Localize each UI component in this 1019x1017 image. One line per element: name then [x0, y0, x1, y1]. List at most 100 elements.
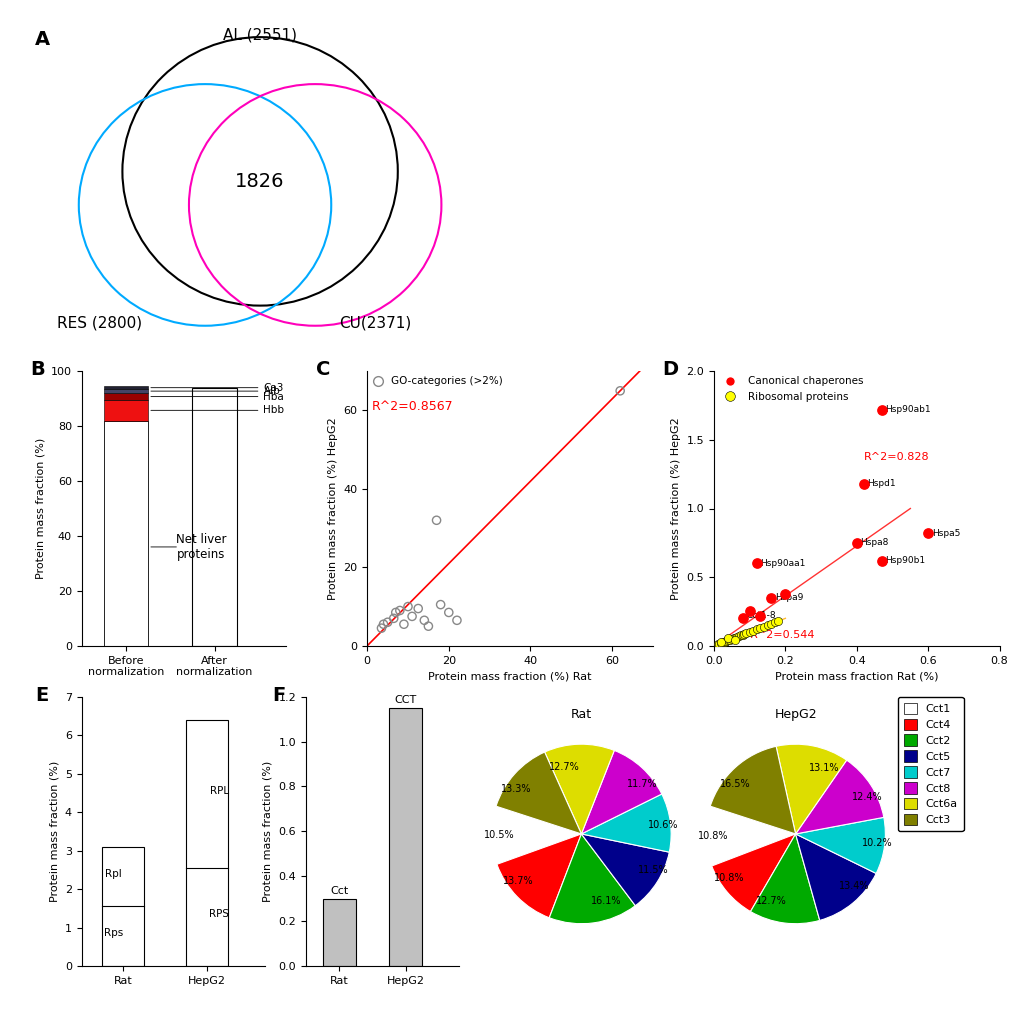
Point: [379, 614, 395, 631]
Bar: [185, 720, 227, 966]
Wedge shape: [581, 794, 671, 852]
Wedge shape: [750, 834, 819, 923]
Bar: [389, 708, 422, 966]
Point: [440, 604, 457, 620]
Wedge shape: [775, 744, 846, 834]
Point: [762, 590, 779, 606]
Text: 12.7%: 12.7%: [548, 762, 579, 772]
Point: [736, 626, 752, 643]
Point: [748, 621, 764, 638]
Text: Hspa5: Hspa5: [931, 529, 959, 538]
Wedge shape: [795, 818, 884, 874]
Point: [741, 623, 757, 641]
Point: [732, 627, 748, 644]
Point: [714, 635, 731, 651]
Text: 10.8%: 10.8%: [697, 831, 728, 841]
Point: [399, 598, 416, 614]
Y-axis label: Protein mass fraction (%): Protein mass fraction (%): [36, 438, 45, 579]
Text: D: D: [662, 360, 678, 379]
Point: [375, 616, 391, 633]
Point: [919, 525, 935, 541]
Text: 10.8%: 10.8%: [713, 873, 744, 883]
Point: [719, 630, 736, 646]
Wedge shape: [795, 834, 875, 920]
Point: [715, 634, 732, 650]
Wedge shape: [581, 751, 661, 834]
Point: [395, 616, 412, 633]
Y-axis label: Protein mass fraction (%) HepG2: Protein mass fraction (%) HepG2: [671, 417, 681, 600]
Point: [428, 513, 444, 529]
Point: [872, 402, 889, 418]
Bar: [104, 394, 148, 400]
Text: R^2=0.828: R^2=0.828: [863, 453, 928, 463]
Text: 10.6%: 10.6%: [647, 821, 678, 830]
Wedge shape: [705, 806, 795, 866]
Point: [723, 631, 740, 647]
Text: 12.4%: 12.4%: [851, 792, 881, 802]
Text: RPL: RPL: [210, 786, 228, 796]
Text: RES (2800): RES (2800): [57, 315, 142, 331]
Point: [391, 602, 408, 618]
Point: [432, 596, 448, 612]
Text: Alb: Alb: [151, 386, 280, 396]
Text: R^2=0.544: R^2=0.544: [749, 630, 814, 640]
Point: [712, 635, 729, 651]
Text: 16.5%: 16.5%: [719, 779, 750, 789]
Text: Hspa9: Hspa9: [774, 593, 802, 602]
Point: [385, 610, 401, 626]
Text: Hspd1: Hspd1: [866, 479, 896, 488]
Text: Hsp90aa1: Hsp90aa1: [760, 559, 805, 567]
Bar: [104, 390, 148, 394]
Point: [611, 382, 628, 399]
Point: [748, 555, 764, 572]
Text: RPS: RPS: [209, 909, 229, 919]
Text: R^2=0.8567: R^2=0.8567: [371, 401, 452, 414]
Point: [752, 619, 768, 636]
Text: C: C: [316, 360, 330, 379]
Text: 10.2%: 10.2%: [861, 838, 892, 848]
Point: [734, 626, 750, 643]
Text: Cct1-8: Cct1-8: [746, 611, 775, 620]
Point: [848, 535, 864, 551]
Wedge shape: [581, 834, 668, 906]
Bar: [322, 899, 356, 966]
Text: A: A: [35, 31, 50, 50]
Bar: [102, 847, 144, 966]
Wedge shape: [711, 834, 795, 911]
Text: Hsp90b1: Hsp90b1: [884, 556, 924, 565]
Point: [727, 633, 743, 649]
Text: 16.1%: 16.1%: [590, 896, 621, 905]
Wedge shape: [549, 834, 635, 923]
Point: [755, 618, 771, 635]
Point: [448, 612, 465, 629]
Wedge shape: [544, 744, 613, 834]
Text: AL (2551): AL (2551): [223, 27, 297, 42]
Text: 11.5%: 11.5%: [638, 865, 668, 875]
Text: 13.1%: 13.1%: [808, 763, 839, 773]
Text: CU(2371): CU(2371): [338, 315, 411, 331]
Text: Cct: Cct: [330, 886, 348, 896]
Point: [762, 615, 779, 632]
Point: [404, 608, 420, 624]
Text: 12.7%: 12.7%: [755, 896, 787, 906]
Title: HepG2: HepG2: [773, 708, 816, 721]
Text: Hbb: Hbb: [151, 406, 284, 415]
Point: [769, 613, 786, 630]
Text: Rpl: Rpl: [105, 869, 121, 879]
Text: E: E: [36, 685, 49, 705]
Text: 13.4%: 13.4%: [838, 881, 868, 891]
Wedge shape: [495, 752, 581, 834]
Legend: GO-categories (>2%): GO-categories (>2%): [372, 376, 502, 386]
Point: [721, 632, 738, 648]
Text: Net liver
proteins: Net liver proteins: [176, 533, 226, 561]
Point: [758, 617, 774, 634]
Text: F: F: [272, 685, 285, 705]
Point: [730, 629, 746, 645]
Title: Rat: Rat: [571, 708, 591, 721]
Text: 13.3%: 13.3%: [500, 784, 531, 794]
Point: [727, 630, 743, 646]
Point: [734, 610, 750, 626]
Point: [752, 607, 768, 623]
Text: Rps: Rps: [104, 929, 123, 939]
Wedge shape: [496, 834, 581, 917]
